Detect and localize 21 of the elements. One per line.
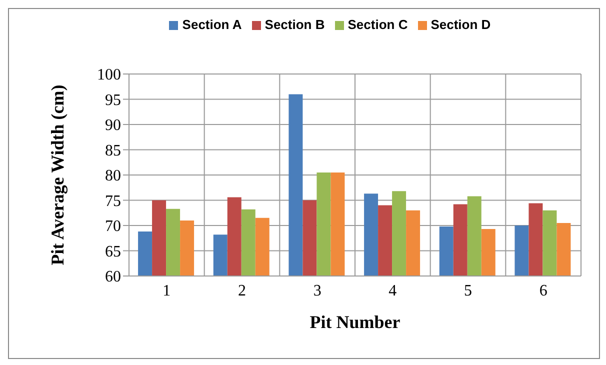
y-tick-label: 100 xyxy=(97,66,121,84)
y-tick-label: 85 xyxy=(105,142,121,160)
legend-label: Section A xyxy=(182,17,242,32)
x-tick-label: 2 xyxy=(238,282,246,300)
y-tick-label: 95 xyxy=(105,92,121,109)
legend-label: Section D xyxy=(430,17,491,32)
x-tick-label: 6 xyxy=(539,282,548,300)
y-tick-label: 80 xyxy=(105,168,121,185)
legend-label: Section B xyxy=(264,17,325,32)
y-axis-title: Pit Average Width (cm) xyxy=(47,84,68,266)
x-tick-label: 4 xyxy=(388,282,397,300)
x-tick-label: 5 xyxy=(464,282,472,300)
x-tick-label: 1 xyxy=(162,282,171,300)
x-axis-title: Pit Number xyxy=(310,312,400,332)
y-tick-label: 75 xyxy=(105,192,121,210)
y-tick-label: 90 xyxy=(105,117,121,134)
legend-label: Section C xyxy=(348,17,408,32)
y-tick-label: 60 xyxy=(105,268,121,286)
y-tick-label: 65 xyxy=(105,243,121,260)
x-tick-label: 3 xyxy=(313,282,322,300)
y-tick-label: 70 xyxy=(105,218,121,236)
